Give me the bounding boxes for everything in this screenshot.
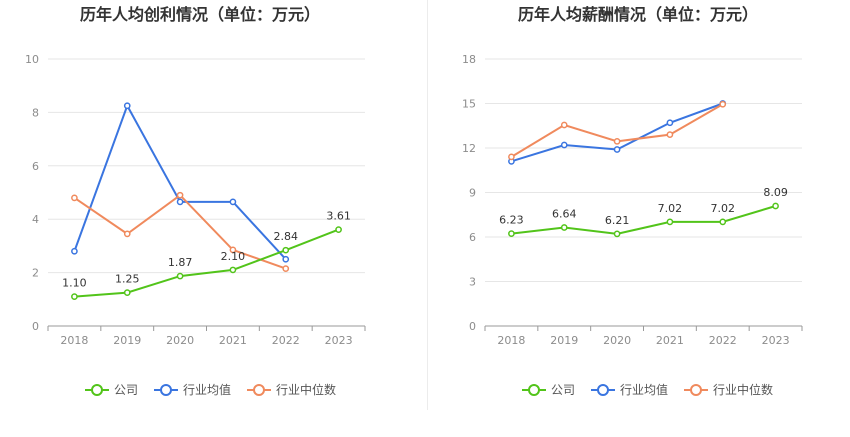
legend-label: 公司 bbox=[551, 383, 575, 397]
data-point bbox=[560, 121, 568, 129]
legend-label: 行业均值 bbox=[620, 382, 668, 397]
data-point bbox=[229, 266, 237, 274]
y-tick-label: 0 bbox=[32, 320, 39, 333]
data-point bbox=[719, 100, 727, 108]
data-point bbox=[719, 218, 727, 226]
data-point bbox=[666, 218, 674, 226]
data-point bbox=[71, 293, 78, 300]
x-tick-label: 2021 bbox=[219, 334, 247, 347]
data-label: 1.87 bbox=[168, 256, 193, 269]
y-tick-label: 2 bbox=[32, 267, 39, 280]
series-line bbox=[73, 103, 287, 260]
legend-label: 公司 bbox=[114, 383, 138, 397]
x-tick-label: 2021 bbox=[656, 334, 684, 347]
y-tick-label: 12 bbox=[462, 142, 476, 155]
data-label: 6.64 bbox=[552, 208, 577, 221]
data-point bbox=[560, 224, 568, 231]
data-label: 6.21 bbox=[605, 214, 630, 227]
y-tick-label: 6 bbox=[469, 231, 476, 244]
data-point bbox=[666, 119, 674, 127]
data-point bbox=[176, 272, 184, 280]
salary-chart-svg: 历年人均薪酬情况（单位：万元） 0 3 6 9 12 15 18 2018 2019 2020 20… bbox=[462, 5, 803, 397]
data-label: 3.61 bbox=[326, 210, 351, 223]
legend-marker bbox=[690, 384, 702, 396]
legend-marker bbox=[528, 384, 540, 396]
data-point bbox=[282, 246, 290, 254]
data-label: 1.25 bbox=[115, 273, 140, 286]
data-label: 6.23 bbox=[499, 214, 524, 227]
panel-divider bbox=[427, 0, 428, 410]
data-point bbox=[229, 246, 237, 254]
legend-marker bbox=[253, 384, 265, 396]
x-tick-label: 2018 bbox=[60, 334, 88, 347]
y-tick-label: 4 bbox=[32, 213, 39, 226]
data-point bbox=[666, 131, 674, 138]
x-tick-label: 2020 bbox=[166, 334, 194, 347]
data-point bbox=[282, 265, 290, 272]
series-line bbox=[511, 205, 776, 235]
chart-title: 历年人均创利情况（单位：万元） bbox=[80, 5, 320, 24]
data-point bbox=[71, 194, 78, 202]
data-point bbox=[176, 198, 184, 206]
data-point bbox=[229, 198, 237, 206]
data-point bbox=[282, 255, 290, 263]
y-tick-label: 9 bbox=[469, 187, 476, 200]
data-point bbox=[71, 247, 78, 255]
salary-per-capita-chart: 历年人均薪酬情况（单位：万元） 0 3 6 9 12 15 18 2018 2019 2020 20… bbox=[425, 0, 850, 437]
data-point bbox=[613, 146, 621, 153]
data-label: 8.09 bbox=[763, 186, 788, 199]
data-point bbox=[335, 226, 342, 233]
y-tick-label: 18 bbox=[462, 53, 476, 66]
data-point bbox=[123, 289, 131, 296]
x-tick-label: 2019 bbox=[550, 334, 578, 347]
data-point bbox=[560, 141, 568, 149]
data-point bbox=[613, 137, 621, 145]
legend-label: 行业中位数 bbox=[276, 382, 336, 397]
chart-title: 历年人均薪酬情况（单位：万元） bbox=[518, 5, 758, 24]
legend-marker bbox=[160, 384, 172, 396]
y-tick-label: 10 bbox=[25, 53, 39, 66]
legend-marker bbox=[597, 384, 609, 396]
data-label: 7.02 bbox=[711, 202, 736, 215]
x-tick-label: 2019 bbox=[113, 334, 141, 347]
x-tick-label: 2023 bbox=[762, 334, 790, 347]
profit-chart-svg: 历年人均创利情况（单位：万元） 0 2 4 6 8 10 2018 2019 2020 2021 2… bbox=[25, 5, 366, 397]
data-label: 2.10 bbox=[221, 250, 246, 263]
y-tick-label: 3 bbox=[469, 276, 476, 289]
data-point bbox=[508, 230, 515, 237]
x-tick-label: 2020 bbox=[603, 334, 631, 347]
legend-label: 行业中位数 bbox=[713, 382, 773, 397]
data-label: 7.02 bbox=[658, 202, 683, 215]
data-point bbox=[176, 191, 184, 199]
data-label: 2.84 bbox=[274, 230, 299, 243]
legend-marker bbox=[91, 384, 103, 396]
y-tick-label: 6 bbox=[32, 160, 39, 173]
y-tick-label: 0 bbox=[469, 320, 476, 333]
data-point bbox=[613, 230, 621, 238]
data-point bbox=[508, 153, 515, 161]
data-point bbox=[772, 202, 779, 210]
data-label: 1.10 bbox=[62, 277, 87, 290]
x-tick-label: 2018 bbox=[497, 334, 525, 347]
legend-label: 行业均值 bbox=[183, 382, 231, 397]
y-tick-label: 15 bbox=[462, 98, 476, 111]
series-line bbox=[74, 228, 339, 298]
x-tick-label: 2022 bbox=[272, 334, 300, 347]
y-tick-label: 8 bbox=[32, 106, 39, 119]
x-tick-label: 2023 bbox=[325, 334, 353, 347]
data-point bbox=[123, 102, 131, 110]
data-point bbox=[123, 230, 131, 238]
x-tick-label: 2022 bbox=[709, 334, 737, 347]
profit-per-capita-chart: 历年人均创利情况（单位：万元） 0 2 4 6 8 10 2018 2019 2020 2021 2… bbox=[25, 5, 366, 397]
